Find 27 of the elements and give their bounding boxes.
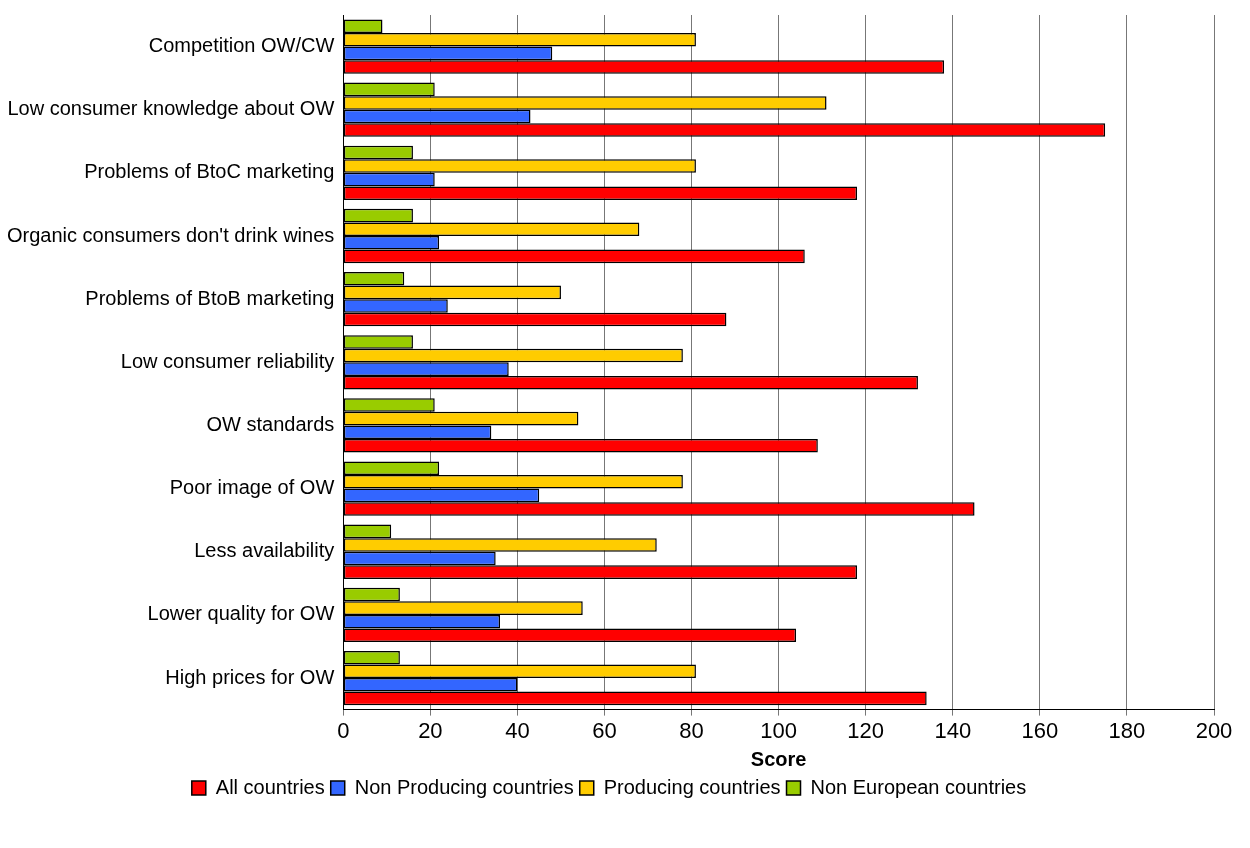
x-tick-label: 140 bbox=[934, 717, 972, 743]
y-tick-label: Poor image of OW bbox=[169, 476, 335, 499]
y-tick-label: OW standards bbox=[206, 412, 335, 435]
y-tick-label: High prices for OW bbox=[165, 665, 335, 688]
x-tick-label: 180 bbox=[1108, 717, 1146, 743]
x-axis-title: Score bbox=[750, 747, 807, 770]
y-tick-label: Low consumer reliability bbox=[120, 349, 335, 372]
x-tick-label: 120 bbox=[847, 717, 885, 743]
legend-label: Non Producing countries bbox=[354, 775, 574, 798]
y-tick-label: Problems of BtoB marketing bbox=[85, 286, 335, 309]
legend-label: All countries bbox=[215, 775, 325, 798]
x-tick-label: 100 bbox=[760, 717, 798, 743]
y-tick-label: Less availability bbox=[194, 539, 335, 562]
legend-label: Producing countries bbox=[603, 775, 781, 798]
y-tick-label: Lower quality for OW bbox=[147, 602, 335, 625]
y-tick-label: Organic consumers don't drink wines bbox=[7, 223, 335, 246]
x-tick-label: 60 bbox=[592, 717, 617, 743]
x-tick-label: 80 bbox=[679, 717, 704, 743]
x-tick-label: 20 bbox=[418, 717, 443, 743]
x-tick-label: 160 bbox=[1021, 717, 1059, 743]
y-tick-label: Competition OW/CW bbox=[148, 34, 335, 57]
y-tick-label: Low consumer knowledge about OW bbox=[7, 97, 335, 120]
x-tick-label: 200 bbox=[1195, 717, 1233, 743]
x-tick-label: 40 bbox=[505, 717, 530, 743]
y-tick-label: Problems of BtoC marketing bbox=[84, 160, 335, 183]
legend-label: Non European countries bbox=[810, 775, 1027, 798]
x-tick-label: 0 bbox=[337, 717, 350, 743]
